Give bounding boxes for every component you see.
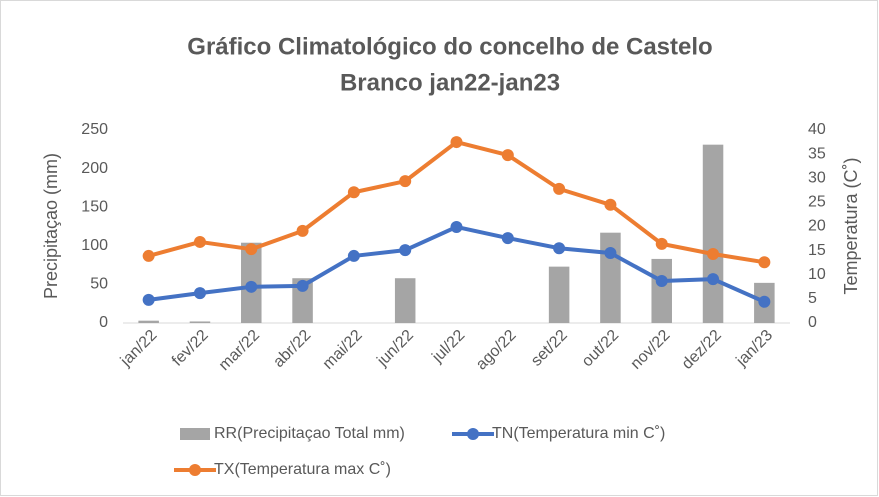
marker: [553, 182, 566, 195]
y-tick-label: 50: [90, 276, 108, 293]
marker: [553, 242, 566, 255]
marker: [655, 237, 668, 250]
bar: [600, 232, 621, 323]
marker: [296, 279, 309, 292]
bar: [548, 266, 570, 323]
marker: [707, 273, 720, 286]
y2-tick-label: 10: [808, 266, 826, 283]
marker: [604, 198, 617, 211]
marker: [758, 256, 771, 269]
y-tick-label: 100: [81, 237, 108, 254]
legend-label: TN(Temperatura min C˚): [492, 425, 665, 442]
marker: [193, 287, 206, 300]
marker: [604, 247, 617, 260]
y2-tick-label: 30: [808, 169, 826, 186]
legend-swatch: [180, 428, 210, 440]
marker: [399, 175, 412, 188]
marker: [245, 243, 258, 256]
marker: [245, 280, 258, 293]
y2-tick-label: 0: [808, 314, 817, 331]
marker: [655, 275, 668, 288]
y-tick-label: 250: [81, 121, 108, 138]
marker: [707, 248, 720, 261]
bar: [702, 144, 724, 323]
bar: [138, 320, 159, 323]
marker: [193, 235, 206, 248]
y2-tick-label: 5: [808, 290, 817, 307]
legend-label: TX(Temperatura max C˚): [214, 461, 391, 478]
legend-swatch: [189, 464, 201, 476]
marker: [142, 293, 155, 306]
y-tick-label: 150: [81, 198, 108, 215]
legend-swatch: [467, 428, 479, 440]
marker: [399, 244, 412, 257]
marker: [450, 136, 463, 149]
y-tick-label: 200: [81, 160, 108, 177]
chart-title: Branco jan22-jan23: [340, 69, 560, 96]
marker: [296, 224, 309, 237]
y2-tick-label: 35: [808, 145, 826, 162]
marker: [501, 149, 514, 162]
marker: [347, 186, 360, 199]
chart-title: Gráfico Climatológico do concelho de Cas…: [187, 33, 712, 60]
y2-tick-label: 25: [808, 194, 826, 211]
bar: [292, 278, 313, 323]
bar: [394, 278, 416, 323]
y2-tick-label: 40: [808, 121, 826, 138]
marker: [347, 249, 360, 262]
bar: [651, 258, 672, 323]
y2-tick-label: 15: [808, 242, 826, 259]
marker: [142, 249, 155, 262]
y-axis-title: Precipitaçao (mm): [41, 153, 61, 299]
y-tick-label: 0: [99, 314, 108, 331]
marker: [501, 232, 514, 245]
y2-axis-title: Temperatura (C˚): [841, 157, 861, 294]
bar: [189, 321, 211, 323]
marker: [450, 220, 463, 233]
marker: [758, 295, 771, 308]
y2-tick-label: 20: [808, 218, 826, 235]
legend-label: RR(Precipitaçao Total mm): [214, 425, 405, 442]
